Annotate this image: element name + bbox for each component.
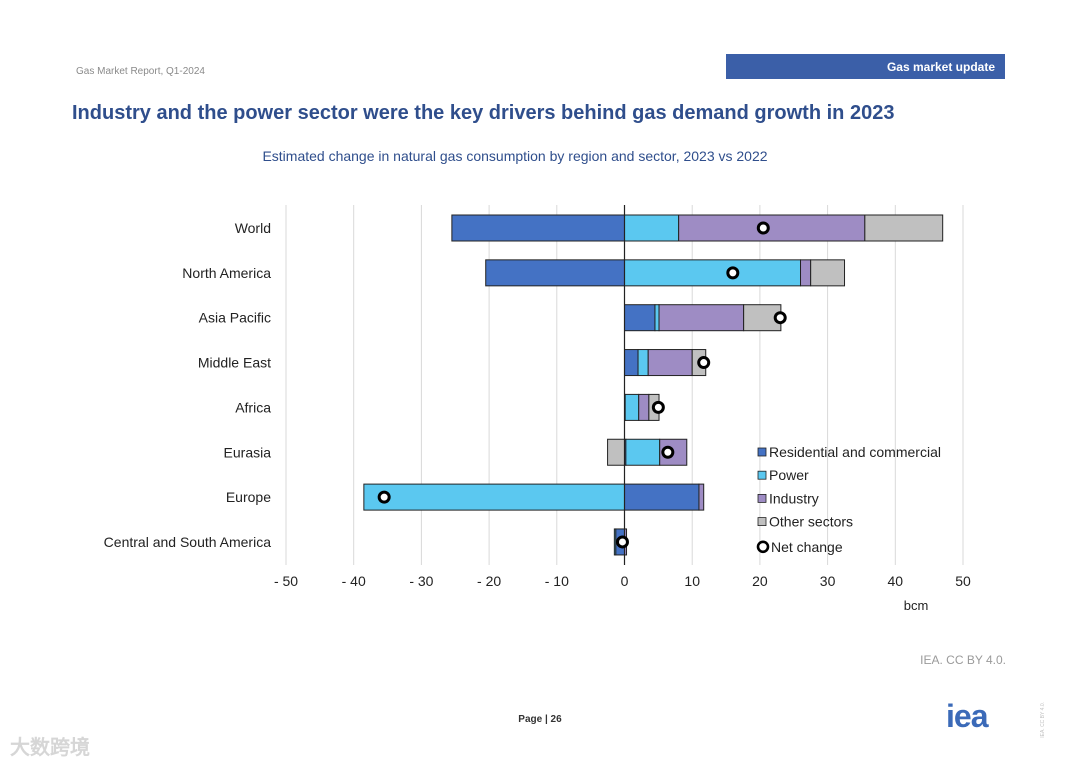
legend-label: Power: [769, 467, 809, 483]
legend-swatch: [757, 470, 767, 480]
bar-segment: [624, 304, 656, 332]
legend-swatch: [757, 493, 767, 503]
category-label: Middle East: [198, 355, 271, 371]
category-label: Africa: [235, 399, 271, 415]
bar-segment: [864, 214, 944, 242]
bar-segment: [485, 259, 625, 287]
bar-segment: [698, 483, 705, 511]
page-number: Page | 26: [518, 714, 562, 725]
bar-segment: [678, 214, 866, 242]
bar-segment: [637, 349, 649, 377]
legend-label: Other sectors: [769, 514, 853, 530]
vertical-credit: IEA. CC BY 4.0.: [1040, 702, 1046, 738]
net-change-marker: [615, 535, 629, 549]
net-change-marker: [651, 400, 665, 414]
x-tick-label: 50: [955, 573, 971, 589]
category-label: Europe: [226, 489, 271, 505]
legend-label: Industry: [769, 490, 819, 506]
x-tick-label: - 40: [342, 573, 366, 589]
net-change-marker: [756, 221, 770, 235]
x-tick-label: 40: [888, 573, 904, 589]
legend-swatch: [757, 517, 767, 526]
category-label: Asia Pacific: [199, 310, 271, 326]
category-label: North America: [182, 265, 271, 281]
category-label: World: [235, 220, 271, 236]
iea-logo: iea: [946, 698, 988, 734]
bar-segment: [451, 214, 625, 242]
bar-segment: [647, 349, 693, 377]
legend-swatch: [757, 447, 767, 457]
watermark-text: 大数跨境: [10, 737, 90, 759]
category-label: Eurasia: [224, 444, 272, 460]
bar-segment: [613, 528, 617, 556]
x-tick-label: - 30: [409, 573, 433, 589]
net-change-marker: [661, 445, 675, 459]
x-tick-label: - 10: [545, 573, 569, 589]
bar-segment: [638, 393, 650, 421]
x-tick-label: - 50: [274, 573, 298, 589]
bar-segment: [624, 393, 640, 421]
bar-segment: [624, 349, 639, 377]
bar-segment: [624, 259, 802, 287]
bar-segment: [658, 304, 745, 332]
x-axis-label: bcm: [904, 598, 929, 613]
bar-segment: [654, 304, 660, 332]
net-change-marker: [697, 356, 711, 370]
bar-segment: [800, 259, 812, 287]
license-credit: IEA. CC BY 4.0.: [920, 653, 1006, 667]
legend-label: Net change: [771, 539, 843, 555]
bar-segment: [625, 438, 661, 466]
report-name: Gas Market Report, Q1-2024: [76, 66, 205, 77]
page-title: Industry and the power sector were the k…: [72, 102, 895, 124]
bar-segment: [624, 483, 700, 511]
x-tick-label: - 20: [477, 573, 501, 589]
bar-segment: [607, 438, 626, 466]
bar-segment: [810, 259, 846, 287]
x-tick-label: 20: [752, 573, 768, 589]
bar-segment: [363, 483, 625, 511]
legend-net-change-icon: [756, 540, 770, 554]
net-change-marker: [773, 311, 787, 325]
legend-label: Residential and commercial: [769, 444, 941, 460]
x-tick-label: 0: [621, 573, 629, 589]
chart-subtitle: Estimated change in natural gas consumpt…: [262, 148, 768, 164]
section-banner: Gas market update: [726, 54, 1005, 79]
net-change-marker: [377, 490, 391, 504]
net-change-marker: [726, 266, 740, 280]
x-tick-label: 10: [684, 573, 700, 589]
x-tick-label: 30: [820, 573, 836, 589]
category-label: Central and South America: [104, 534, 272, 550]
bar-segment: [624, 214, 680, 242]
